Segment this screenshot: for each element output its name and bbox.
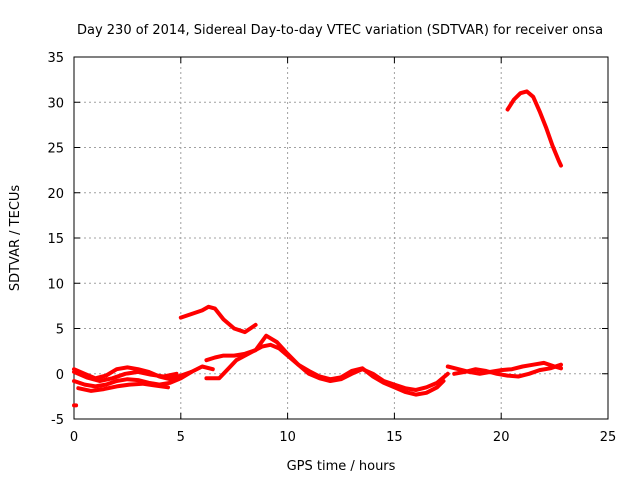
series-line-arc-4 [76,381,170,393]
y-tick-label: 35 [47,51,64,66]
series-line-arc-2 [72,364,215,389]
y-tick-label: 5 [56,323,64,338]
y-tick-label: 30 [47,96,64,111]
y-tick-label: 15 [47,232,64,247]
series-line-arc-10 [505,89,563,168]
x-tick-label: 20 [493,430,510,445]
series-line-arc-7 [178,304,258,335]
y-tick-label: -5 [51,413,64,428]
series-line-arc-5 [204,342,450,392]
y-tick-label: 10 [47,277,64,292]
y-tick-label: 0 [56,368,64,383]
x-tick-label: 25 [600,430,617,445]
grid [74,57,608,419]
x-tick-label: 10 [279,430,296,445]
chart-title: Day 230 of 2014, Sidereal Day-to-day VTE… [77,23,603,38]
series-line-arc-3 [72,369,179,383]
ticks: 0 5 10 15 20 25 -5 0 5 10 15 20 25 30 35 [47,51,616,445]
series-layer [72,89,563,408]
x-axis-label: GPS time / hours [287,459,396,474]
series-line-arc-6 [204,333,446,397]
x-tick-label: 0 [70,430,78,445]
x-tick-label: 15 [386,430,403,445]
y-tick-label: 20 [47,187,64,202]
y-tick-label: 25 [47,142,64,157]
y-axis-label: SDTVAR / TECUs [8,185,23,292]
x-tick-label: 5 [177,430,185,445]
series-line-arc-9 [452,362,563,379]
